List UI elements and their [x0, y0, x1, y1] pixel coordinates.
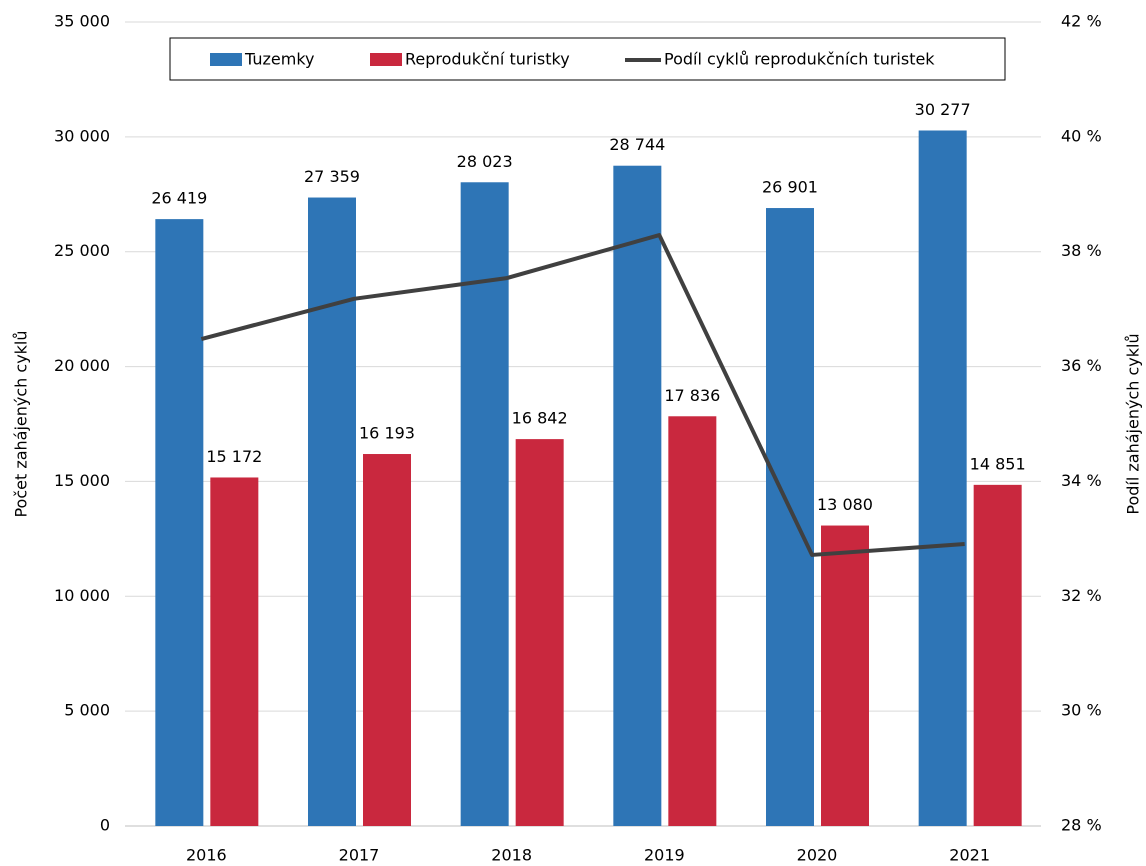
legend-swatch: [370, 53, 402, 66]
data-label: 16 193: [359, 424, 415, 443]
bar: [766, 208, 814, 826]
legend-box: [169, 37, 1006, 81]
data-label: 26 419: [151, 189, 207, 208]
bar: [918, 130, 967, 826]
data-label: 26 901: [762, 178, 818, 197]
x-tick-label: 2019: [644, 846, 685, 865]
bar: [308, 197, 356, 827]
y2-tick-label: 32 %: [1061, 586, 1102, 605]
y-tick-label: 30 000: [54, 126, 110, 145]
y-tick-label: 5 000: [64, 701, 110, 720]
y2-tick-label: 36 %: [1061, 356, 1102, 375]
bar: [668, 416, 717, 826]
data-label: 13 080: [817, 495, 873, 514]
bar: [155, 219, 204, 827]
x-tick-label: 2020: [797, 846, 838, 865]
y-tick-label: 10 000: [54, 586, 110, 605]
x-tick-label: 2021: [949, 846, 990, 865]
y-tick-label: 20 000: [54, 356, 110, 375]
y2-tick-label: 40 %: [1061, 126, 1102, 145]
x-tick-label: 2017: [339, 846, 380, 865]
data-label: 28 023: [457, 152, 513, 171]
legend-swatch: [210, 53, 242, 66]
data-label: 14 851: [970, 454, 1026, 473]
data-label: 30 277: [915, 100, 971, 119]
data-label: 15 172: [206, 447, 262, 466]
y2-tick-label: 28 %: [1061, 816, 1102, 835]
data-label: 16 842: [512, 409, 568, 428]
y-tick-label: 35 000: [54, 12, 110, 31]
bar: [515, 439, 564, 826]
y-tick-label: 25 000: [54, 241, 110, 260]
data-label: 27 359: [304, 167, 360, 186]
y-axis-title: Počet zahájených cyklů: [12, 330, 31, 517]
bar: [821, 525, 869, 826]
bar: [210, 477, 259, 826]
bar: [973, 484, 1022, 826]
legend-label: Reprodukční turistky: [405, 50, 570, 69]
bar: [363, 454, 411, 826]
y2-tick-label: 42 %: [1061, 12, 1102, 31]
y2-tick-label: 30 %: [1061, 701, 1102, 720]
y2-tick-label: 38 %: [1061, 241, 1102, 260]
legend-label: Tuzemky: [244, 50, 314, 69]
legend-label: Podíl cyklů reprodukčních turistek: [664, 50, 935, 69]
y2-axis-title: Podíl zahájených cyklů: [1124, 333, 1143, 514]
x-tick-label: 2016: [186, 846, 227, 865]
line: [200, 233, 965, 557]
y-tick-label: 15 000: [54, 471, 110, 490]
x-tick-label: 2018: [491, 846, 532, 865]
data-label: 28 744: [609, 135, 665, 154]
bar: [460, 182, 509, 826]
bar: [613, 165, 662, 827]
y-tick-label: 0: [100, 816, 110, 835]
data-label: 17 836: [664, 386, 720, 405]
y2-tick-label: 34 %: [1061, 471, 1102, 490]
